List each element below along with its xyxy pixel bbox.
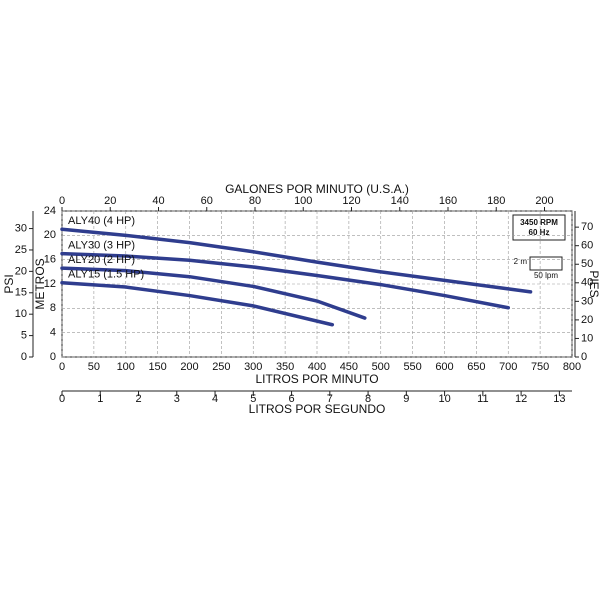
series-label: ALY40 (4 HP) bbox=[68, 215, 135, 227]
y3-tick-label: 60 bbox=[581, 240, 593, 252]
x2-tick-label: 0 bbox=[59, 195, 65, 207]
y2-tick-label: 5 bbox=[21, 329, 27, 341]
scale-box bbox=[529, 256, 563, 271]
series-label: ALY15 (1.5 HP) bbox=[68, 269, 144, 281]
x2-tick-label: 20 bbox=[104, 195, 116, 207]
annotation: 2 m bbox=[514, 257, 528, 266]
x-tick-label: 450 bbox=[340, 361, 358, 373]
y-tick-label: 12 bbox=[44, 278, 56, 290]
annotation: 50 lpm bbox=[534, 271, 558, 280]
y2-tick-label: 0 bbox=[21, 351, 27, 363]
x3-tick-label: 11 bbox=[477, 393, 488, 405]
y-tick-label: 16 bbox=[44, 254, 56, 266]
y2-tick-label: 25 bbox=[15, 244, 27, 256]
x3-tick-label: 13 bbox=[553, 393, 565, 405]
x2-axis-title: GALONES POR MINUTO (U.S.A.) bbox=[225, 182, 409, 196]
x-tick-label: 600 bbox=[435, 361, 453, 373]
y3-tick-label: 50 bbox=[581, 258, 593, 270]
series-line bbox=[60, 227, 533, 294]
x3-tick-label: 3 bbox=[174, 393, 180, 405]
y3-tick-label: 0 bbox=[581, 351, 587, 363]
y2-tick-label: 15 bbox=[15, 287, 27, 299]
x2-tick-label: 80 bbox=[249, 195, 261, 207]
y-tick-label: 8 bbox=[50, 302, 56, 314]
y-tick-label: 0 bbox=[50, 351, 56, 363]
x-tick-label: 300 bbox=[244, 361, 262, 373]
x2-tick-label: 200 bbox=[535, 195, 553, 207]
x3-tick-label: 6 bbox=[288, 393, 294, 405]
x3-axis-title: LITROS POR SEGUNDO bbox=[249, 402, 386, 416]
x3-tick-label: 5 bbox=[250, 393, 256, 405]
x-axis-title: LITROS POR MINUTO bbox=[255, 372, 378, 386]
x-tick-label: 400 bbox=[308, 361, 326, 373]
x3-tick-label: 0 bbox=[59, 393, 65, 405]
x-tick-label: 650 bbox=[467, 361, 485, 373]
annotation: 3450 RPM bbox=[520, 218, 558, 227]
x2-tick-label: 120 bbox=[342, 195, 360, 207]
x3-tick-label: 7 bbox=[327, 393, 333, 405]
x3-tick-label: 1 bbox=[97, 393, 103, 405]
y-axis-title: METROS bbox=[33, 258, 47, 309]
x-tick-label: 250 bbox=[212, 361, 230, 373]
x-tick-label: 150 bbox=[148, 361, 166, 373]
x-tick-label: 700 bbox=[499, 361, 517, 373]
x3-tick-label: 8 bbox=[365, 393, 371, 405]
x-tick-label: 200 bbox=[180, 361, 198, 373]
annotation: 60 Hz bbox=[529, 228, 550, 237]
series-label: ALY20 (2 HP) bbox=[68, 254, 135, 266]
x2-tick-label: 100 bbox=[294, 195, 312, 207]
x2-tick-label: 60 bbox=[201, 195, 213, 207]
y2-axis-title: PSI bbox=[2, 274, 16, 293]
x3-tick-label: 12 bbox=[515, 393, 527, 405]
series-label: ALY30 (3 HP) bbox=[68, 239, 135, 251]
y-tick-label: 20 bbox=[44, 229, 56, 241]
y3-tick-label: 20 bbox=[581, 314, 593, 326]
x3-tick-label: 2 bbox=[135, 393, 141, 405]
x3-tick-label: 4 bbox=[212, 393, 218, 405]
x-tick-label: 50 bbox=[88, 361, 100, 373]
x-tick-label: 350 bbox=[276, 361, 294, 373]
series-line bbox=[60, 266, 367, 320]
y-tick-label: 24 bbox=[44, 205, 56, 217]
x-tick-label: 0 bbox=[59, 361, 65, 373]
x-tick-label: 550 bbox=[403, 361, 421, 373]
x3-tick-label: 10 bbox=[438, 393, 450, 405]
x-tick-label: 750 bbox=[531, 361, 549, 373]
y3-tick-label: 70 bbox=[581, 221, 593, 233]
y3-tick-label: 10 bbox=[581, 332, 593, 344]
x-tick-label: 800 bbox=[563, 361, 581, 373]
rpm-box bbox=[512, 214, 566, 241]
y2-tick-label: 10 bbox=[15, 308, 27, 320]
x-tick-label: 100 bbox=[117, 361, 135, 373]
x2-tick-label: 180 bbox=[487, 195, 505, 207]
y2-tick-label: 30 bbox=[15, 222, 27, 234]
y3-tick-label: 30 bbox=[581, 295, 593, 307]
series-line bbox=[60, 251, 510, 310]
x-tick-label: 500 bbox=[372, 361, 390, 373]
y3-tick-label: 40 bbox=[581, 277, 593, 289]
x3-tick-label: 9 bbox=[403, 393, 409, 405]
x2-tick-label: 40 bbox=[152, 195, 164, 207]
x2-tick-label: 140 bbox=[391, 195, 409, 207]
x2-tick-label: 160 bbox=[439, 195, 457, 207]
series-line bbox=[60, 281, 335, 327]
y2-tick-label: 20 bbox=[15, 265, 27, 277]
y3-axis-title: PIES bbox=[587, 270, 600, 297]
y-tick-label: 4 bbox=[50, 327, 56, 339]
